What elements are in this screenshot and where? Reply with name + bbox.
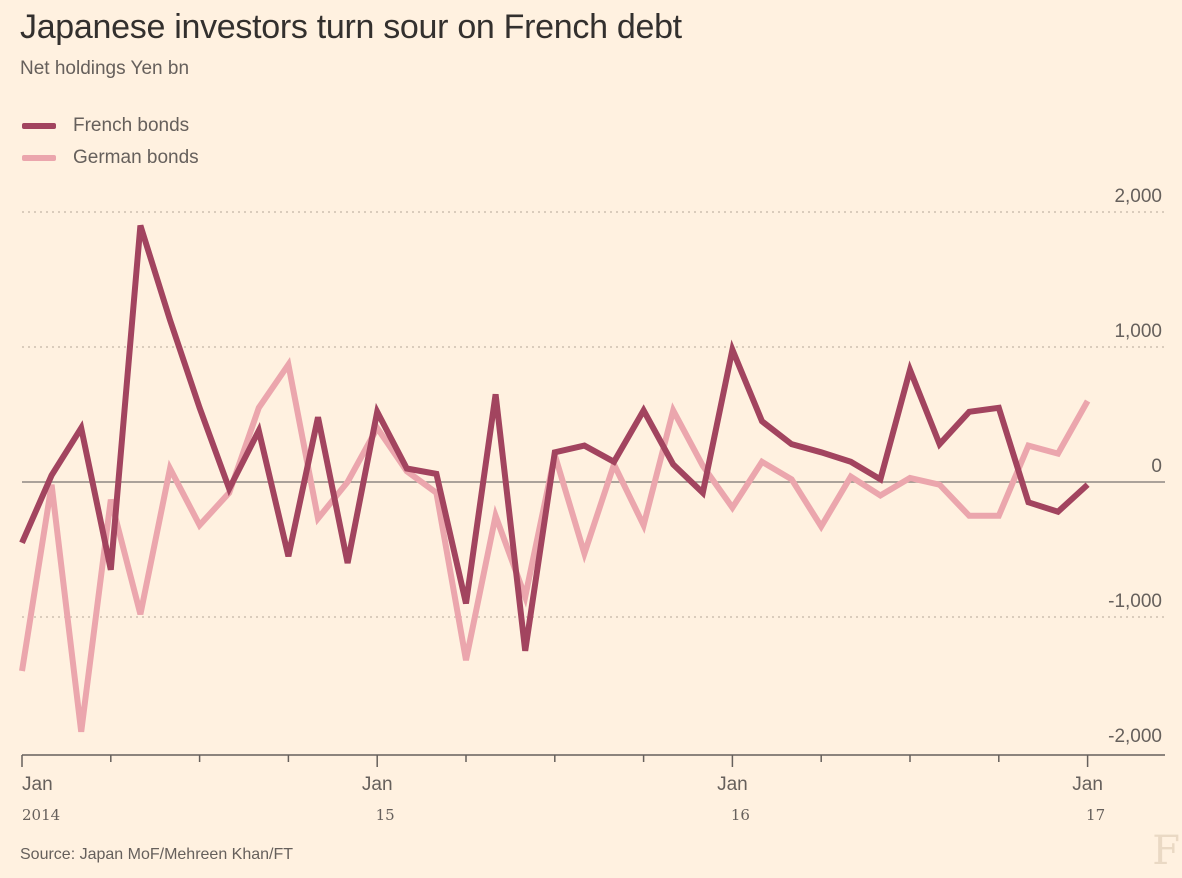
legend-swatch-german xyxy=(22,155,56,161)
x-tick-label: Jan xyxy=(1072,774,1103,795)
series-line-french-bonds xyxy=(19,224,1090,652)
chart-title: Japanese investors turn sour on French d… xyxy=(20,8,682,46)
x-tick-year: 16 xyxy=(731,806,750,824)
legend-label-german: German bonds xyxy=(73,147,199,168)
legend-label-french: French bonds xyxy=(73,115,190,136)
y-tick-label: 0 xyxy=(1151,456,1162,477)
y-tick-label: 2,000 xyxy=(1114,186,1162,207)
legend-swatch-french xyxy=(22,123,56,129)
source-note: Source: Japan MoF/Mehreen Khan/FT xyxy=(20,846,294,863)
legend-item-french: French bonds xyxy=(22,110,199,142)
legend-item-german: German bonds xyxy=(22,142,199,174)
chart-subtitle: Net holdings Yen bn xyxy=(20,58,190,79)
ft-watermark: F xyxy=(1152,828,1180,874)
x-tick-year: 17 xyxy=(1086,806,1105,824)
y-tick-label: -2,000 xyxy=(1108,726,1162,747)
x-tick-year: 15 xyxy=(376,806,395,824)
x-tick-label: Jan xyxy=(22,774,53,795)
x-tick-label: Jan xyxy=(362,774,393,795)
x-tick-label: Jan xyxy=(717,774,748,795)
legend: French bonds German bonds xyxy=(22,110,199,174)
y-tick-label: -1,000 xyxy=(1108,591,1162,612)
x-tick-year: 2014 xyxy=(22,806,60,824)
y-tick-label: 1,000 xyxy=(1114,321,1162,342)
